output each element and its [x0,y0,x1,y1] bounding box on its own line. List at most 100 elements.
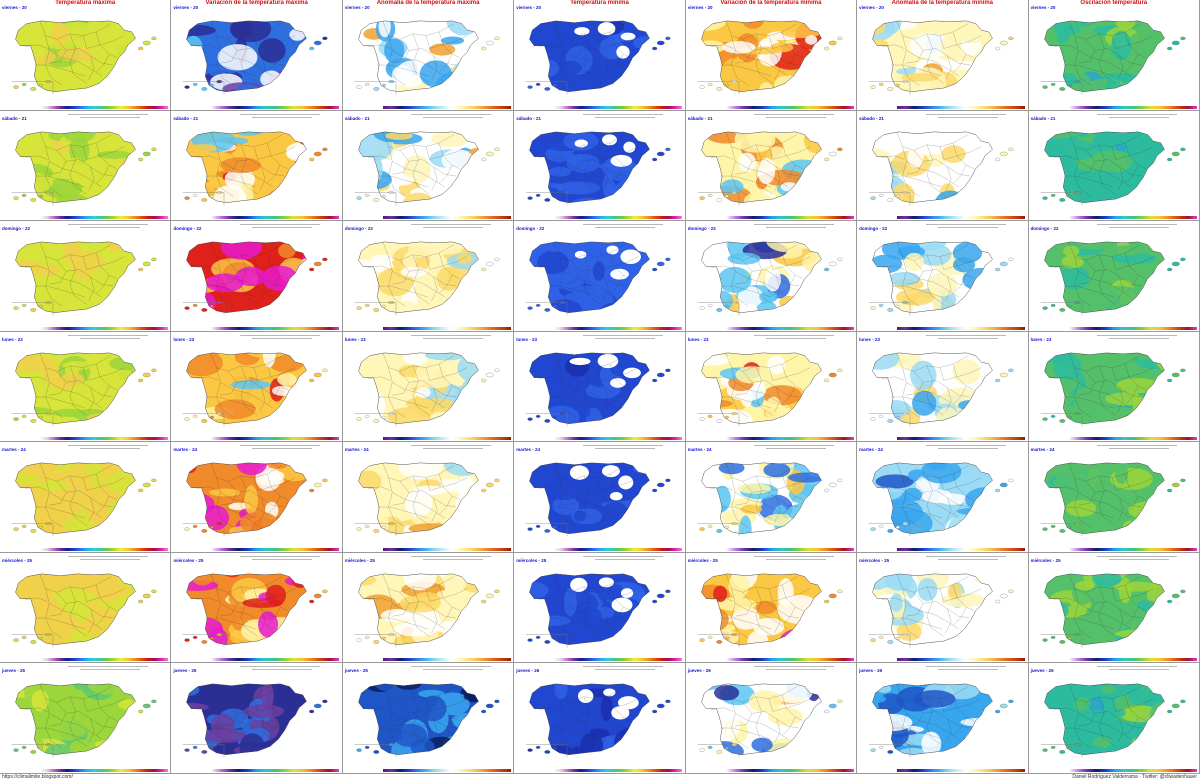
color-scale-bar [725,547,854,551]
map-panel: jueves - 26 [857,663,1029,774]
panel-subtitle-line [594,558,655,560]
day-label: miércoles - 25 [687,557,718,563]
color-scale-bar [897,326,1026,330]
map-panel: martes - 24 [342,442,515,553]
footer-source-url[interactable]: https://climalimite.blogspot.com/ [2,774,73,780]
day-label: lunes - 23 [1030,336,1052,342]
panel-subtitle-line [582,666,663,668]
spain-temperature-map [697,241,843,316]
day-label: martes - 24 [1030,447,1055,453]
map-panel: miércoles - 25 [1028,552,1200,664]
color-scale-bar [554,768,683,772]
color-scale-bar [40,658,168,662]
map-panel: domingo - 22 [171,221,343,332]
color-scale-bar [40,216,168,220]
color-scale-bar [211,105,340,109]
spain-temperature-map [526,20,671,95]
panel-subtitle-line [68,555,149,557]
color-scale-bar [725,658,854,662]
panel-subtitle-line [80,227,141,229]
panel-subtitle-line [251,558,312,560]
panel-subtitle-line [594,227,655,229]
color-scale-bar [40,768,168,772]
color-scale-bar [897,216,1026,220]
map-panel: jueves - 26 [171,663,343,774]
color-scale-bar [382,216,511,220]
panel-subtitle-line [411,334,492,336]
panel-subtitle-line [925,113,1006,115]
panel-subtitle-line [68,224,149,226]
panel-subtitle-line [1109,669,1169,671]
panel-subtitle-line [582,445,663,447]
spain-temperature-map [183,241,328,316]
panel-subtitle-line [937,337,998,339]
day-label: sábado - 21 [516,115,542,121]
spain-temperature-map [697,20,843,95]
color-scale-bar [725,768,854,772]
day-label: martes - 24 [173,447,198,453]
day-label: viernes - 20 [2,5,27,10]
map-panel: Anomalía de la temperatura máxima viernes… [342,0,515,111]
spain-temperature-map [11,573,157,648]
map-panel: lunes - 23 [857,331,1029,443]
map-panel: domingo - 22 [1028,221,1200,332]
panel-subtitle-line [239,666,320,668]
map-panel: jueves - 26 [1028,663,1200,774]
panel-subtitle-line [423,116,484,118]
spain-temperature-map [354,462,500,537]
color-scale-bar [1068,768,1197,772]
day-label: martes - 24 [516,447,541,453]
color-scale-bar [382,105,511,109]
spain-temperature-map [183,573,328,648]
color-scale-bar [897,768,1026,772]
panel-subtitle-line [1097,555,1177,557]
map-panel: sábado - 21 [685,110,858,222]
day-label: lunes - 23 [859,336,880,342]
panel-subtitle-line [925,666,1006,668]
column-title: Oscilación temperatura [1080,0,1148,6]
day-label: lunes - 23 [173,336,195,342]
map-panel: jueves - 26 [342,663,515,774]
spain-temperature-map [697,684,843,758]
day-label: martes - 24 [344,447,369,453]
panel-subtitle-line [766,448,827,450]
spain-temperature-map [526,352,671,427]
map-panel: Oscilación temperatura viernes - 20 [1028,0,1200,111]
spain-temperature-map [354,684,500,758]
map-panel: Temperatura mínima viernes - 20 [514,0,686,111]
panel-subtitle-line [68,113,149,115]
column-title: Anomalía de la temperatura máxima [376,0,480,6]
panel-subtitle-line [766,116,827,118]
map-panel: lunes - 23 [514,331,686,443]
panel-subtitle-line [754,445,835,447]
spain-temperature-map [697,462,843,537]
column-title: Variación de la temperatura máxima [205,0,308,6]
color-scale-bar [725,105,854,109]
panel-subtitle-line [937,558,998,560]
day-label: lunes - 23 [344,336,366,342]
map-panel: lunes - 23 [0,331,172,443]
panel-subtitle-line [239,224,320,226]
panel-subtitle-line [594,116,655,118]
color-scale-bar [554,105,683,109]
spain-temperature-map [11,352,157,427]
spain-temperature-map [183,20,328,95]
spain-temperature-map [354,573,500,648]
panel-subtitle-line [423,337,484,339]
day-label: jueves - 26 [344,668,368,674]
panel-subtitle-line [80,116,141,118]
spain-temperature-map [1040,131,1186,206]
panel-subtitle-line [80,558,141,560]
day-label: jueves - 26 [687,668,711,674]
spain-temperature-map [1040,462,1186,537]
map-panel: martes - 24 [171,442,343,553]
panel-subtitle-line [937,116,998,118]
panel-subtitle-line [251,669,312,671]
panel-subtitle-line [1109,227,1169,229]
panel-subtitle-line [1109,116,1169,118]
panel-subtitle-line [80,337,141,339]
day-label: viernes - 20 [516,5,542,10]
map-panel: martes - 24 [0,442,172,553]
panel-subtitle-line [1097,334,1177,336]
panel-subtitle-line [766,337,827,339]
